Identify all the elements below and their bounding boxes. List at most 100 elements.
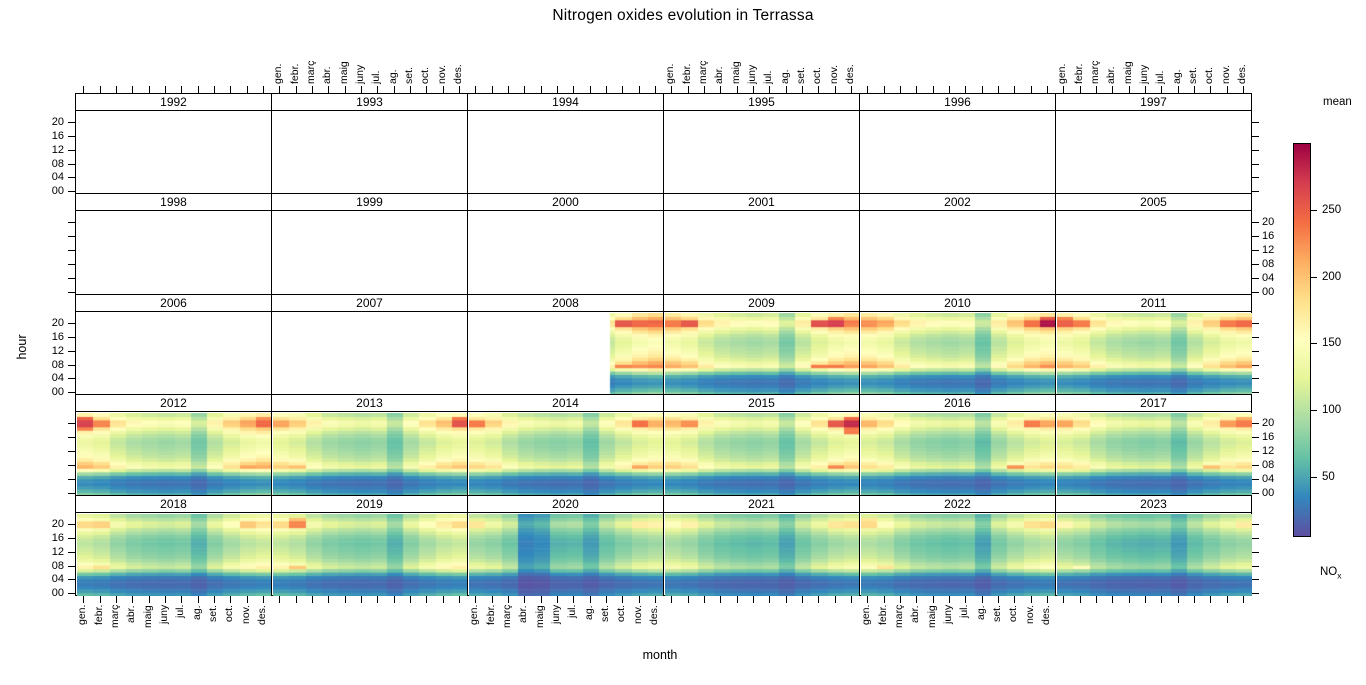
year-panel-2022 [859, 512, 1056, 596]
hour-tick [1252, 177, 1259, 178]
year-panel-2000 [467, 210, 664, 295]
hour-tick [1252, 479, 1259, 480]
month-tick [949, 596, 950, 603]
month-tick [704, 596, 705, 603]
year-strip-2018: 2018 [75, 495, 272, 513]
month-tick-label-top: set. [403, 67, 415, 84]
year-strip-1996: 1996 [859, 93, 1056, 111]
month-tick [606, 596, 607, 603]
month-tick [1014, 596, 1015, 603]
year-panel-2009 [663, 311, 860, 395]
month-tick [916, 86, 917, 93]
month-tick-label-bottom: maig [142, 605, 154, 628]
month-tick-label-bottom: març [893, 605, 905, 629]
month-tick [606, 86, 607, 93]
month-tick-label-bottom: set. [991, 605, 1003, 622]
month-tick [884, 596, 885, 603]
hour-tick-label: 08 [51, 560, 64, 572]
month-tick-label-bottom: juny [550, 605, 562, 625]
hour-tick [68, 323, 75, 324]
colorbar-tick-label: 200 [1322, 271, 1342, 283]
month-tick-label-top: ag. [779, 69, 791, 84]
month-tick [116, 596, 117, 603]
hour-tick [1252, 236, 1259, 237]
hour-tick [1252, 579, 1259, 580]
year-panel-1993 [271, 110, 468, 194]
year-strip-2011: 2011 [1055, 294, 1252, 312]
month-tick-label-bottom: gen. [860, 605, 872, 626]
hour-tick [1252, 191, 1259, 192]
hour-tick [68, 236, 75, 237]
month-tick [1178, 596, 1179, 603]
month-tick-label-bottom: gen. [468, 605, 480, 626]
month-tick [704, 86, 705, 93]
hour-tick [68, 593, 75, 594]
month-tick-label-bottom: maig [926, 605, 938, 628]
hour-tick [68, 278, 75, 279]
month-tick [230, 86, 231, 93]
month-tick [263, 86, 264, 93]
month-tick-label-top: nov. [1220, 64, 1232, 84]
month-tick [639, 86, 640, 93]
year-panel-2007 [271, 311, 468, 395]
month-tick [622, 596, 623, 603]
year-strip-2009: 2009 [663, 294, 860, 312]
y-axis-label: hour [15, 334, 29, 360]
year-strip-1998: 1998 [75, 193, 272, 211]
month-tick [1063, 86, 1064, 93]
month-tick [1031, 596, 1032, 603]
plot-title: Nitrogen oxides evolution in Terrassa [552, 7, 814, 24]
month-tick [720, 596, 721, 603]
hour-tick-label: 20 [51, 317, 64, 329]
month-tick-label-top: set. [1187, 67, 1199, 84]
month-tick-label-top: ag. [387, 69, 399, 84]
hour-tick [68, 552, 75, 553]
hour-tick [1252, 437, 1259, 438]
month-tick-label-top: abr. [713, 66, 725, 84]
month-tick [345, 86, 346, 93]
month-tick [492, 86, 493, 93]
month-tick [867, 86, 868, 93]
month-tick [100, 596, 101, 603]
x-axis-label: month [642, 648, 678, 662]
hour-tick [68, 136, 75, 137]
month-tick [1161, 596, 1162, 603]
month-tick [818, 86, 819, 93]
month-tick-label-bottom: jul. [566, 605, 578, 619]
year-panel-2011 [1055, 311, 1252, 395]
hour-tick [68, 122, 75, 123]
year-strip-2006: 2006 [75, 294, 272, 312]
month-tick-label-top: des. [452, 64, 464, 84]
hour-tick-label: 12 [1262, 445, 1275, 457]
month-tick [1210, 596, 1211, 603]
hour-tick [1252, 524, 1259, 525]
month-tick [590, 596, 591, 603]
legend-mean-label: mean [1323, 96, 1352, 108]
month-tick-label-bottom: des. [648, 605, 660, 625]
year-panel-1996 [859, 110, 1056, 194]
month-tick-label-top: jul. [762, 70, 774, 84]
heatmap-canvas-2010 [861, 313, 1056, 395]
year-strip-1994: 1994 [467, 93, 664, 111]
month-tick [933, 596, 934, 603]
heatmap-canvas-2023 [1057, 514, 1252, 596]
hour-tick [1252, 164, 1259, 165]
month-tick-label-bottom: set. [599, 605, 611, 622]
month-tick-label-bottom: març [501, 605, 513, 629]
year-panel-2017 [1055, 411, 1252, 496]
month-tick [573, 596, 574, 603]
month-tick [426, 596, 427, 603]
year-strip-2015: 2015 [663, 394, 860, 412]
month-tick-label-bottom: nov. [1024, 605, 1036, 625]
hour-tick-label: 00 [51, 587, 64, 599]
month-tick-label-bottom: set. [207, 605, 219, 622]
month-tick-label-bottom: des. [256, 605, 268, 625]
month-tick [835, 596, 836, 603]
hour-tick [68, 222, 75, 223]
colorbar-tick-label: 100 [1322, 404, 1342, 416]
hour-tick-label: 12 [51, 345, 64, 357]
month-tick [1112, 86, 1113, 93]
month-tick [982, 596, 983, 603]
year-strip-2020: 2020 [467, 495, 664, 513]
